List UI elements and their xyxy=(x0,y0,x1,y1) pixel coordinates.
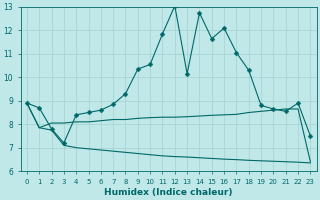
X-axis label: Humidex (Indice chaleur): Humidex (Indice chaleur) xyxy=(104,188,233,197)
